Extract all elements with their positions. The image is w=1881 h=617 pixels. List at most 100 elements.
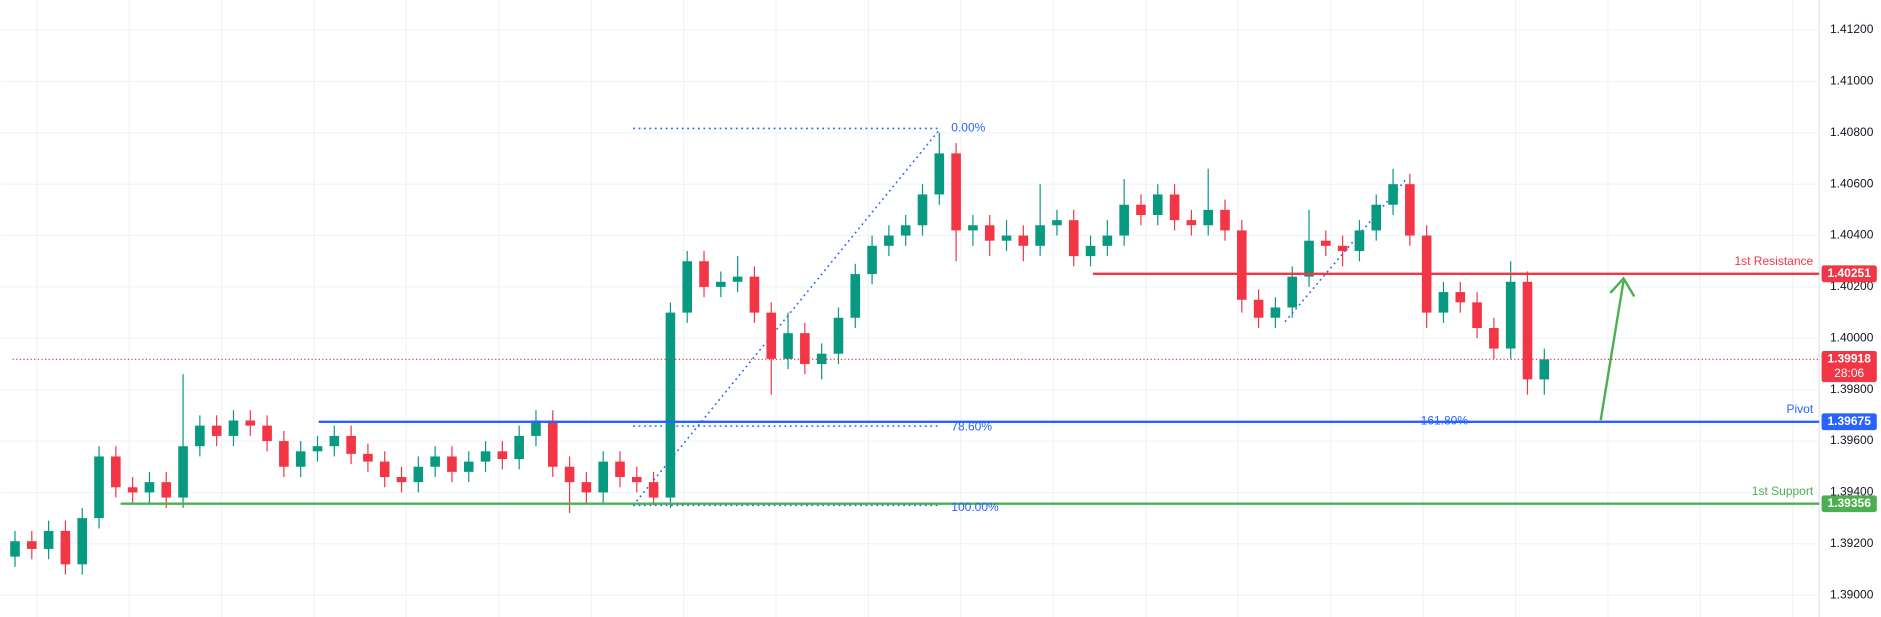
- candle-body: [363, 453, 373, 462]
- candle-body: [968, 225, 978, 231]
- candle-body: [1270, 307, 1281, 318]
- y-tick-label: 1.39000: [1830, 587, 1874, 601]
- candle-body: [783, 333, 793, 359]
- y-tick-label: 1.39400: [1830, 485, 1874, 499]
- candle-body: [867, 245, 877, 275]
- candle-body: [77, 518, 88, 565]
- level-name: Pivot: [1786, 402, 1813, 416]
- fib-label: 161.80%: [1421, 414, 1469, 428]
- fib-trend: [1284, 177, 1409, 323]
- y-tick-label: 1.39200: [1830, 536, 1874, 550]
- candle-body: [1472, 302, 1482, 329]
- candle-body: [1253, 299, 1264, 318]
- candles: [10, 132, 1550, 575]
- fib-label: 78.60%: [951, 420, 992, 434]
- candle-body: [1287, 276, 1298, 308]
- candle-body: [1321, 240, 1331, 246]
- candle-body: [1337, 245, 1348, 251]
- candle-body: [699, 261, 709, 287]
- candle-body: [329, 435, 340, 447]
- y-tick-label: 1.40400: [1830, 228, 1874, 242]
- candle-body: [379, 461, 390, 478]
- candle-body: [1371, 204, 1382, 231]
- countdown-label: 28:06: [1834, 366, 1864, 380]
- candle-body: [346, 435, 356, 454]
- candle-body: [1203, 209, 1213, 226]
- candle-body: [413, 466, 424, 483]
- price-box-label: 1.39356: [1827, 496, 1871, 510]
- candle-body: [514, 435, 524, 460]
- candle-body: [766, 312, 777, 359]
- candle-body: [749, 276, 760, 313]
- candle-body: [430, 456, 440, 467]
- y-tick-label: 1.39600: [1830, 433, 1874, 447]
- grid: [0, 0, 1820, 617]
- candle-body: [648, 482, 659, 498]
- y-tick-label: 1.39800: [1830, 382, 1874, 396]
- candle-body: [1539, 359, 1550, 380]
- candle-body: [632, 477, 642, 483]
- price-box-label: 1.40251: [1827, 266, 1871, 280]
- candle-body: [211, 425, 222, 436]
- candle-body: [60, 530, 71, 565]
- candle-body: [144, 482, 155, 493]
- price-box: [1821, 495, 1877, 513]
- candle-body: [1220, 209, 1230, 231]
- y-tick-label: 1.41200: [1830, 22, 1874, 36]
- price-box: [1821, 265, 1877, 283]
- level-name: 1st Support: [1752, 484, 1814, 498]
- fib-label: 0.00%: [951, 121, 985, 135]
- candle-body: [195, 425, 205, 447]
- price-box: [1821, 350, 1877, 383]
- candle-body: [279, 441, 289, 467]
- candle-body: [447, 456, 457, 472]
- y-tick-label: 1.40800: [1830, 125, 1874, 139]
- candle-body: [1152, 194, 1163, 215]
- candle-body: [682, 261, 693, 313]
- fib-label: 100.00%: [951, 500, 999, 514]
- candle-body: [900, 225, 911, 236]
- candle-body: [1035, 225, 1045, 246]
- candle-body: [833, 317, 844, 354]
- candle-body: [1489, 328, 1499, 349]
- candle-body: [27, 541, 37, 549]
- candle-body: [1388, 184, 1398, 205]
- candle-body: [1354, 230, 1365, 251]
- y-tick-label: 1.40200: [1830, 279, 1874, 293]
- candle-body: [111, 456, 121, 488]
- current-price-label: 1.39918: [1827, 352, 1871, 366]
- candle-body: [1001, 235, 1012, 241]
- y-tick-label: 1.41000: [1830, 74, 1874, 88]
- candle-body: [564, 466, 575, 483]
- y-tick-label: 1.40000: [1830, 330, 1874, 344]
- candle-body: [984, 225, 995, 241]
- candle-body: [463, 461, 474, 472]
- candle-body: [581, 482, 592, 493]
- candle-body: [127, 487, 138, 493]
- candle-body: [312, 446, 323, 452]
- candle-body: [732, 276, 743, 282]
- candle-body: [917, 194, 928, 226]
- candle-body: [1455, 292, 1466, 303]
- candle-body: [1405, 184, 1415, 236]
- candle-body: [94, 456, 104, 519]
- candle-body: [1052, 220, 1062, 226]
- price-box-label: 1.39675: [1827, 414, 1871, 428]
- candle-body: [1085, 245, 1096, 257]
- fib-trend: [632, 127, 942, 506]
- candle-body: [43, 530, 54, 549]
- candle-body: [1102, 235, 1113, 246]
- candle-body: [1136, 204, 1146, 215]
- candle-body: [531, 420, 541, 436]
- candle-body: [497, 451, 508, 460]
- candle-body: [1522, 281, 1533, 380]
- candle-body: [295, 451, 306, 467]
- candle-body: [1169, 194, 1180, 221]
- candle-body: [1018, 235, 1029, 246]
- candle-body: [1119, 204, 1129, 236]
- candle-body: [262, 425, 272, 442]
- candle-body: [1068, 220, 1079, 257]
- candle-body: [716, 281, 726, 287]
